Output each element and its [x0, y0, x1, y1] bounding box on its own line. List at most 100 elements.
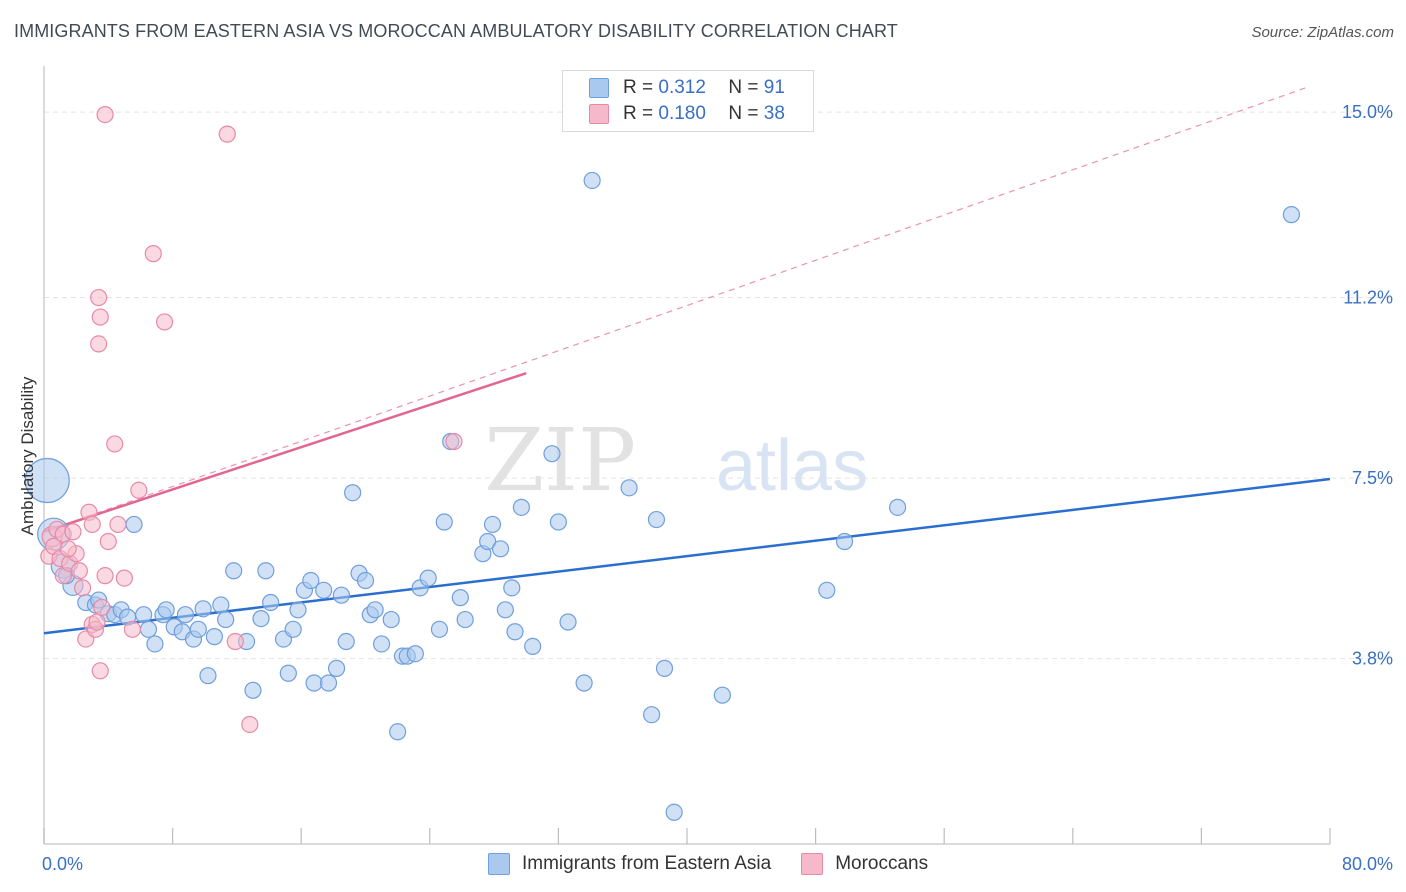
watermark: ZIP atlas: [484, 411, 868, 511]
legend-row-blue: R = 0.312 N = 91: [589, 76, 785, 100]
data-point-eastern-asia: [24, 457, 70, 504]
data-point-eastern-asia: [389, 723, 407, 741]
data-point-moroccans: [88, 613, 106, 631]
legend-swatch-blue: [589, 78, 609, 98]
grid-lines: [44, 111, 1392, 660]
data-point-eastern-asia: [125, 515, 143, 534]
series-legend: Immigrants from Eastern Asia Moroccans: [488, 851, 958, 877]
pink-trend-extension: [43, 87, 1307, 533]
watermark-atlas: atlas: [716, 426, 868, 506]
data-point-eastern-asia: [835, 532, 854, 551]
data-point-moroccans: [218, 125, 236, 143]
legend-label: Moroccans: [835, 853, 929, 874]
data-point-eastern-asia: [406, 645, 424, 663]
data-point-eastern-asia: [543, 445, 561, 463]
data-point-eastern-asia: [327, 659, 346, 677]
source-label: Source: ZipAtlas.com: [1251, 24, 1394, 41]
legend-n-label: N =: [728, 103, 759, 124]
data-point-eastern-asia: [139, 620, 158, 638]
data-point-eastern-asia: [189, 620, 207, 638]
data-point-moroccans: [96, 567, 114, 585]
data-point-moroccans: [144, 245, 162, 263]
data-point-eastern-asia: [176, 606, 195, 624]
x-tick-label: 0.0%: [42, 854, 83, 874]
y-tick-label: 15.0%: [1342, 102, 1393, 122]
data-point-eastern-asia: [212, 596, 230, 614]
data-point-eastern-asia: [157, 601, 175, 619]
data-point-moroccans: [70, 562, 88, 580]
data-point-eastern-asia: [496, 601, 514, 619]
data-point-eastern-asia: [503, 579, 521, 597]
data-point-moroccans: [91, 662, 109, 680]
x-tick-label: 80.0%: [1342, 854, 1393, 874]
data-point-eastern-asia: [337, 632, 355, 651]
legend-n-value: 91: [763, 77, 785, 98]
data-point-moroccans: [106, 435, 124, 453]
data-point-eastern-asia: [356, 571, 375, 590]
legend-n-label: N =: [728, 77, 759, 98]
data-point-eastern-asia: [512, 498, 531, 516]
legend-swatch-pink: [589, 104, 609, 124]
data-point-eastern-asia: [665, 803, 683, 821]
data-point-eastern-asia: [435, 513, 453, 531]
data-point-moroccans: [130, 481, 148, 499]
data-point-eastern-asia: [262, 593, 280, 612]
data-point-eastern-asia: [583, 171, 601, 190]
data-point-eastern-asia: [430, 620, 449, 638]
data-point-moroccans: [155, 313, 174, 331]
legend-item-eastern-asia[interactable]: Immigrants from Eastern Asia: [488, 853, 771, 875]
y-tick-label: 3.8%: [1352, 649, 1393, 669]
tick-labels: 3.8% 7.5% 11.2% 15.0% 0.0% 80.0%: [42, 102, 1393, 874]
legend-row-pink: R = 0.180 N = 38: [589, 102, 785, 126]
data-point-eastern-asia: [382, 610, 400, 629]
pink-trend-line: [43, 371, 527, 533]
data-point-eastern-asia: [818, 581, 836, 599]
data-point-eastern-asia: [491, 540, 510, 558]
data-point-eastern-asia: [549, 513, 568, 531]
legend-r-label: R =: [623, 103, 654, 124]
data-point-eastern-asia: [620, 479, 638, 497]
data-point-eastern-asia: [225, 562, 243, 580]
data-point-eastern-asia: [284, 620, 302, 638]
data-point-moroccans: [226, 632, 244, 651]
data-point-eastern-asia: [194, 600, 212, 618]
data-point-eastern-asia: [506, 623, 524, 641]
data-point-eastern-asia: [372, 635, 391, 653]
data-point-moroccans: [90, 335, 108, 353]
data-point-moroccans: [64, 523, 82, 541]
y-tick-label: 11.2%: [1343, 288, 1393, 308]
legend-swatch-blue: [488, 853, 510, 875]
data-point-eastern-asia: [344, 484, 362, 502]
data-point-eastern-asia: [315, 581, 333, 599]
data-point-eastern-asia: [456, 610, 474, 629]
data-point-eastern-asia: [655, 659, 674, 677]
data-point-eastern-asia: [643, 706, 661, 724]
data-point-eastern-asia: [524, 637, 542, 656]
legend-r-value: 0.180: [658, 103, 706, 124]
legend-r-value: 0.312: [658, 77, 706, 98]
data-point-eastern-asia: [279, 664, 297, 682]
legend-r-label: R =: [623, 77, 654, 98]
data-point-eastern-asia: [479, 532, 497, 551]
legend-item-moroccans[interactable]: Moroccans: [801, 853, 928, 875]
data-point-eastern-asia: [1282, 206, 1301, 224]
data-point-eastern-asia: [575, 674, 593, 692]
data-point-moroccans: [445, 432, 463, 451]
data-point-moroccans: [109, 515, 127, 534]
data-points: [24, 105, 1301, 821]
data-point-eastern-asia: [305, 674, 323, 692]
data-point-eastern-asia: [205, 628, 223, 646]
y-tick-label: 7.5%: [1352, 468, 1393, 488]
axes: [43, 66, 1331, 845]
trend-lines: [43, 87, 1331, 635]
legend-label: Immigrants from Eastern Asia: [522, 853, 772, 874]
legend-n-value: 38: [763, 103, 785, 124]
watermark-zip: ZIP: [484, 411, 636, 511]
data-point-moroccans: [115, 569, 133, 587]
legend-swatch-pink: [801, 853, 824, 875]
data-point-eastern-asia: [199, 667, 217, 685]
chart-title: IMMIGRANTS FROM EASTERN ASIA VS MOROCCAN…: [14, 21, 898, 41]
data-point-eastern-asia: [647, 510, 666, 529]
data-point-moroccans: [59, 540, 77, 558]
